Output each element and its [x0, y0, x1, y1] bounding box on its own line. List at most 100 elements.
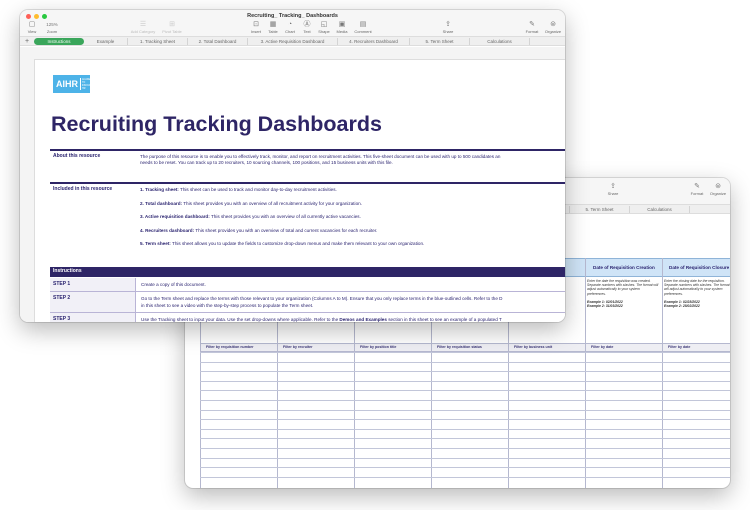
step-label: STEP 1 — [53, 281, 71, 287]
step-label: STEP 2 — [53, 295, 71, 301]
column-line — [354, 258, 355, 488]
table-row — [200, 419, 730, 421]
share-button[interactable]: ⇪ Share — [601, 182, 625, 196]
included-item-desc: This sheet can be used to track and moni… — [180, 187, 337, 192]
divider — [50, 149, 565, 151]
tab-active-requisition-dashboard[interactable]: 3. Active Requisition Dashboard — [248, 37, 338, 45]
table-row — [200, 371, 730, 373]
shape-button[interactable]: ◱ Shape — [312, 20, 336, 34]
column-line — [662, 258, 663, 488]
step-text: Use the Tracking sheet to input your dat… — [141, 317, 502, 322]
tab-example[interactable]: Example — [84, 37, 128, 45]
table-row — [200, 476, 730, 478]
step-text: Go to the Term sheet and replace the ter… — [141, 296, 503, 308]
column-line — [585, 258, 586, 488]
tab-total-dashboard[interactable]: 2. Total Dashboard — [188, 37, 248, 45]
included-item: 4. Recruiters dashboard: This sheet prov… — [140, 227, 377, 234]
add-sheet-button[interactable]: + — [24, 37, 30, 45]
sidebar-icon: ▢ — [28, 21, 36, 28]
shape-icon: ◱ — [320, 21, 328, 28]
divider — [50, 182, 565, 184]
minimize-button[interactable] — [34, 14, 39, 19]
filter-label[interactable]: Filter by date — [591, 345, 614, 349]
included-item-name: 4. Recruiters dashboard: — [140, 227, 195, 233]
tab-term-sheet[interactable]: 5. Term Sheet — [570, 205, 630, 213]
add-category-button[interactable]: ☰ Add Category — [128, 20, 158, 34]
included-item-desc: This sheet allows you to update the fiel… — [172, 241, 425, 247]
front-toolbar: Recruiting_ Tracking_ Dashboards ▢ View 1… — [20, 10, 565, 37]
instructions-header: Instructions — [50, 267, 565, 277]
pivot-icon: ⊞ — [169, 21, 175, 28]
pivot-table-button[interactable]: ⊞ Pivot Table — [160, 20, 184, 34]
view-button[interactable]: ▢ View — [20, 20, 44, 34]
step-label: STEP 3 — [53, 316, 71, 322]
text-icon: Ⓐ — [303, 21, 311, 28]
about-text-2: needs to be reset. You can track up to 2… — [140, 160, 393, 165]
filter-label[interactable]: Filter by requisition number — [206, 345, 254, 349]
organize-button[interactable]: ⊜ Organize — [541, 20, 565, 34]
chart-button[interactable]: ◔ Chart — [278, 20, 302, 34]
media-button[interactable]: ▣ Media — [330, 20, 354, 34]
column-line — [277, 258, 278, 488]
share-button[interactable]: ⇪ Share — [436, 20, 460, 34]
included-item: 1. Tracking sheet: This sheet can be use… — [140, 186, 337, 193]
about-text-1: The purpose of this resource is to enabl… — [140, 154, 501, 159]
column-desc-creation: Enter the date the requisition was creat… — [587, 279, 659, 309]
format-button[interactable]: ✎ Format — [685, 182, 709, 196]
text-button[interactable]: Ⓐ Text — [295, 20, 319, 34]
category-icon: ☰ — [139, 21, 147, 28]
filter-label[interactable]: Filter by requisition status — [437, 345, 482, 349]
organize-icon: ⊜ — [550, 21, 556, 28]
column-line — [508, 258, 509, 488]
tab-term-sheet[interactable]: 5. Term Sheet — [410, 37, 470, 45]
comment-button[interactable]: ▤ Comment — [351, 20, 375, 34]
table-row — [200, 380, 730, 382]
included-item-name: 5. Term sheet: — [140, 241, 171, 247]
share-icon: ⇪ — [445, 21, 451, 28]
filter-row — [200, 343, 730, 352]
step-row: STEP 1 Create a copy of this document. — [50, 278, 565, 292]
included-item-name: 2. Total dashboard: — [140, 200, 183, 206]
included-item: 2. Total dashboard: This sheet provides … — [140, 200, 362, 207]
tab-calculations[interactable]: Calculations — [470, 37, 530, 45]
column-header-closure: Date of Requisition Closure — [669, 265, 730, 270]
column-line — [431, 258, 432, 488]
insert-button[interactable]: ⊡ Insert — [244, 20, 268, 34]
filter-label[interactable]: Filter by position title — [360, 345, 397, 349]
step-row: STEP 3 Use the Tracking sheet to input yo… — [50, 313, 565, 322]
front-window: Recruiting_ Tracking_ Dashboards ▢ View 1… — [20, 10, 565, 322]
filter-label[interactable]: Filter by date — [668, 345, 691, 349]
table-row — [200, 390, 730, 392]
column-header-creation: Date of Requisition Creation — [593, 265, 655, 270]
tab-calculations[interactable]: Calculations — [630, 205, 690, 213]
included-item-name: 3. Active requisition dashboard: — [140, 214, 210, 220]
step-text: Create a copy of this document. — [141, 282, 206, 287]
table-icon: ▦ — [269, 21, 277, 28]
organize-button[interactable]: ⊜ Organize — [706, 182, 730, 196]
column-desc-closure: Enter the closing date for the requisiti… — [664, 279, 730, 309]
brush-icon: ✎ — [529, 21, 535, 28]
close-button[interactable] — [26, 14, 31, 19]
tab-tracking-sheet[interactable]: 1. Tracking Sheet — [128, 37, 188, 45]
filter-label[interactable]: Filter by recruiter — [283, 345, 313, 349]
included-item: 5. Term sheet: This sheet allows you to … — [140, 240, 424, 247]
format-button[interactable]: ✎ Format — [520, 20, 544, 34]
zoom-select[interactable]: 125% Zoom — [46, 22, 58, 34]
insert-icon: ⊡ — [253, 21, 259, 28]
tab-instructions[interactable]: Instructions — [34, 37, 84, 45]
included-item-desc: This sheet provides you with an overview… — [183, 200, 362, 206]
sheet-tabs: + Instructions Example 1. Tracking Sheet… — [20, 37, 565, 46]
page-title: Recruiting Tracking Dashboards — [51, 112, 382, 136]
table-row — [200, 400, 730, 401]
aihr-logo: AIHR ACADEMY TO INNOVATE HR — [53, 75, 94, 93]
window-title: Recruiting_ Tracking_ Dashboards — [247, 13, 338, 19]
table-button[interactable]: ▦ Table — [261, 20, 285, 34]
filter-label[interactable]: Filter by business unit — [514, 345, 553, 349]
table-row — [200, 448, 730, 449]
zoom-button[interactable] — [42, 14, 47, 19]
included-item: 3. Active requisition dashboard: This sh… — [140, 213, 361, 220]
brush-icon: ✎ — [694, 183, 700, 190]
media-icon: ▣ — [338, 21, 346, 28]
included-item-desc: This sheet provides you with an overview… — [195, 227, 378, 233]
tab-recruiters-dashboard[interactable]: 4. Recruiters Dashboard — [338, 37, 410, 45]
